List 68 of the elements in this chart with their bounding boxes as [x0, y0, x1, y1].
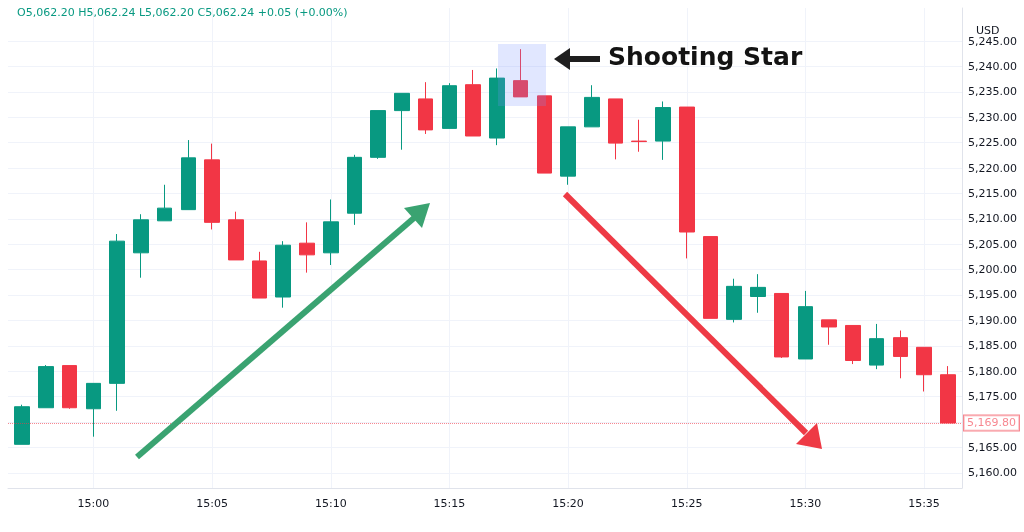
- candlestick: [537, 95, 552, 174]
- candlestick: [275, 240, 291, 309]
- x-tick-label: 15:15: [433, 497, 466, 510]
- candlestick: [774, 292, 789, 359]
- candlestick: [631, 119, 647, 153]
- y-tick-label: 5,235.00: [968, 85, 1017, 99]
- y-tick-label: 5,205.00: [968, 237, 1017, 251]
- candlestick: [299, 221, 315, 274]
- candlestick: [845, 324, 861, 365]
- ref-line-label: 5,169.80: [967, 416, 1016, 430]
- candlestick: [560, 126, 576, 186]
- x-tick-label: 15:10: [314, 497, 347, 510]
- chart-title: O5,062.20 H5,062.24 L5,062.20 C5,062.24 +0.05 (+0.00%): [17, 6, 348, 19]
- y-tick-label: 5,245.00: [968, 34, 1017, 48]
- candlestick: [750, 273, 766, 314]
- y-tick-label: 5,240.00: [968, 59, 1017, 73]
- candlestick: [798, 290, 813, 360]
- candlestick: [394, 92, 410, 151]
- candlestick: [418, 81, 433, 135]
- candlestick: [465, 69, 481, 137]
- candlestick: [442, 82, 457, 129]
- y-tick-label: 5,165.00: [968, 440, 1017, 454]
- candlestick: [86, 382, 101, 438]
- candlestick: [157, 184, 172, 222]
- candlestick: [703, 236, 718, 319]
- y-tick-label: 5,185.00: [968, 339, 1017, 353]
- x-tick-label: 15:35: [908, 497, 940, 510]
- x-tick-label: 15:00: [77, 497, 110, 510]
- candlestick: [347, 154, 362, 226]
- y-axis-title: USD: [976, 23, 1000, 37]
- candlestick: [584, 84, 600, 128]
- candlestick: [14, 404, 30, 445]
- candlestick: [370, 110, 386, 160]
- candlestick: [228, 211, 244, 261]
- y-tick-label: 5,190.00: [968, 313, 1017, 327]
- candlestick: [916, 346, 932, 392]
- candlestick: [323, 198, 339, 266]
- y-tick-label: 5,210.00: [968, 212, 1017, 226]
- y-tick-label: 5,175.00: [968, 390, 1017, 404]
- candlestick: [62, 365, 77, 410]
- candlestick: [821, 319, 837, 346]
- y-tick-label: 5,230.00: [968, 110, 1017, 124]
- candlestick: [893, 330, 908, 379]
- candlestick: [679, 106, 695, 259]
- y-tick-label: 5,225.00: [968, 136, 1017, 150]
- candlestick: [204, 143, 220, 230]
- y-tick-label: 5,200.00: [968, 263, 1017, 277]
- x-tick-label: 15:25: [670, 497, 703, 510]
- candlestick: [38, 364, 54, 409]
- candlestick: [252, 251, 267, 299]
- candlestick: [109, 233, 125, 412]
- candlestick: [181, 139, 196, 211]
- candlestick: [133, 213, 149, 279]
- y-tick-label: 5,180.00: [968, 364, 1017, 378]
- x-tick-label: 15:20: [552, 497, 584, 510]
- y-tick-label: 5,220.00: [968, 161, 1017, 175]
- y-tick-label: 5,160.00: [968, 466, 1017, 480]
- y-tick-label: 5,215.00: [968, 186, 1017, 200]
- y-tick-label: 5,195.00: [968, 288, 1017, 302]
- candlestick: [869, 323, 884, 370]
- candlestick: [489, 67, 505, 146]
- candlestick: [608, 98, 623, 160]
- annotation: Shooting Star: [608, 42, 803, 71]
- candlestick: [726, 278, 742, 323]
- candlestick: [940, 365, 956, 424]
- x-tick-label: 15:05: [196, 497, 228, 510]
- candlestick: [655, 100, 671, 161]
- x-tick-label: 15:30: [789, 497, 822, 510]
